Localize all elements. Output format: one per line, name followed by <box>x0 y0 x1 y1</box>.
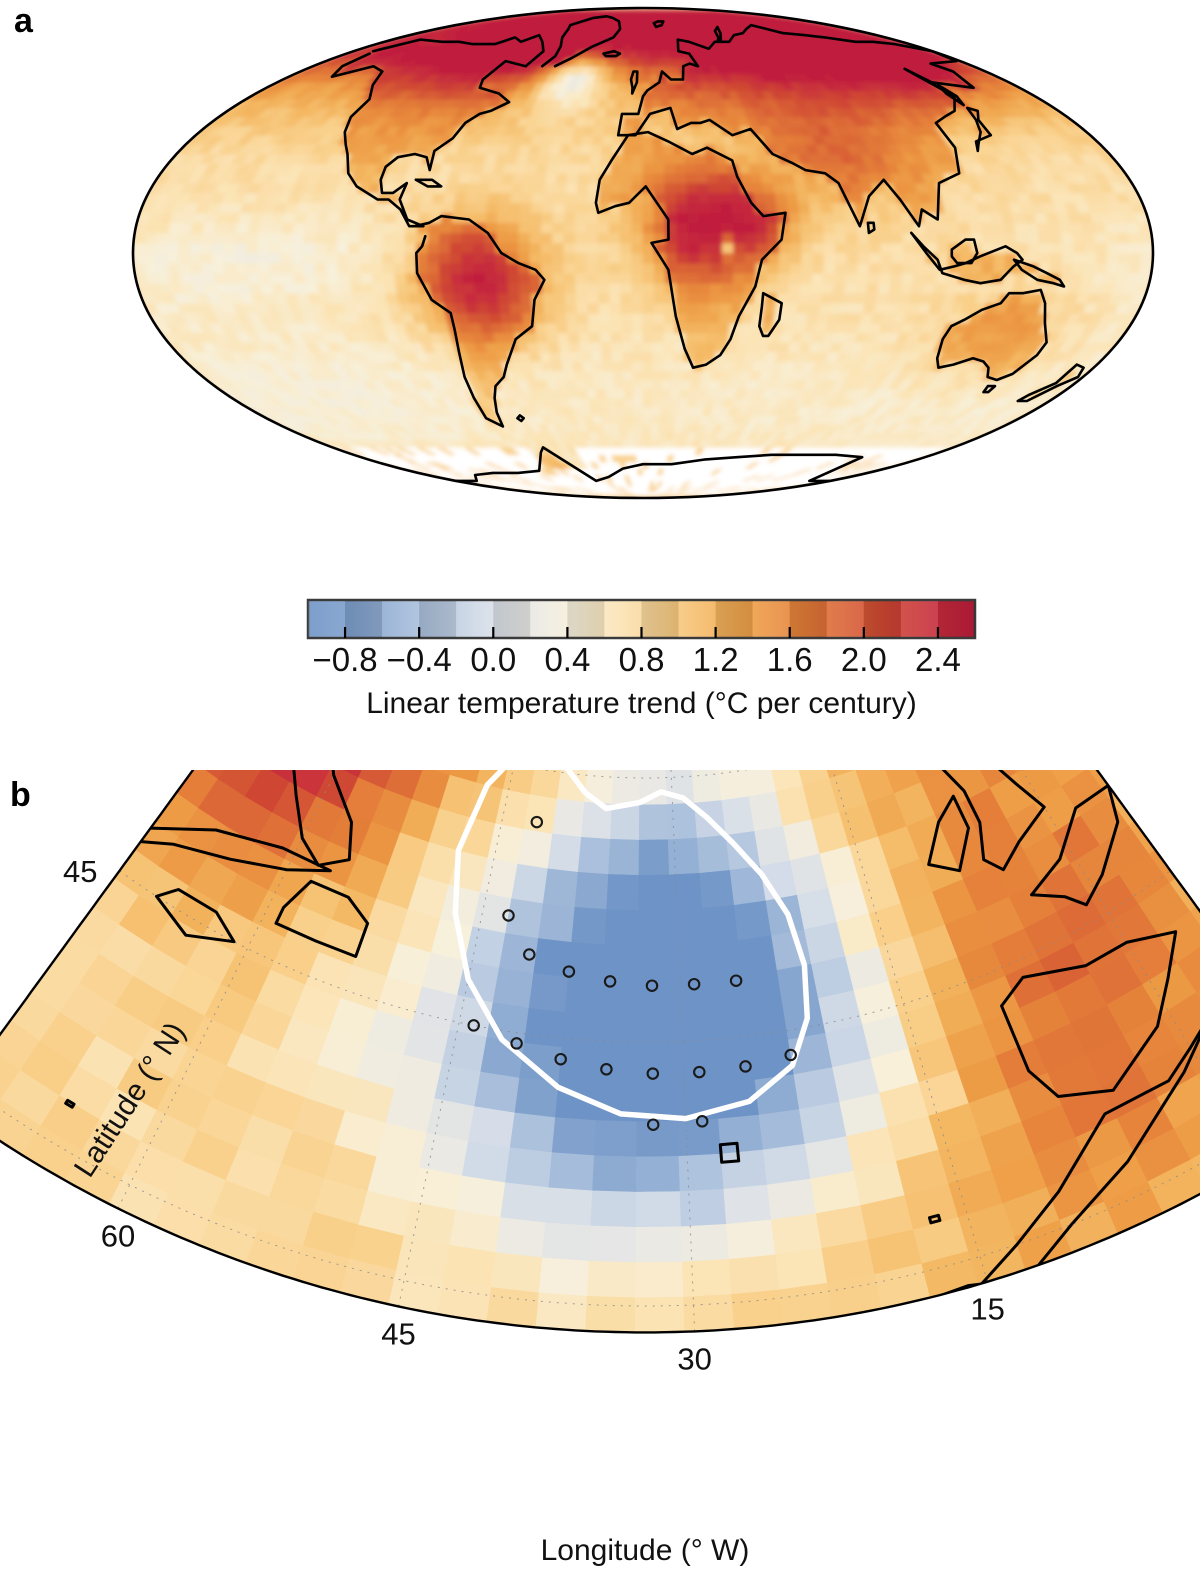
colorbar-block: −0.8 −0.4 0.0 0.4 0.8 1.2 1.6 2.0 2.4 Linear temp… <box>0 575 1200 735</box>
stipple-marker <box>695 1115 709 1128</box>
stipple-marker <box>784 1048 797 1062</box>
colorbar-tick-label: 0.0 <box>470 641 516 678</box>
x-axis-title: Longitude (° W) <box>541 1534 750 1567</box>
temperature-grid <box>133 10 1153 496</box>
stipple-marker <box>693 1065 706 1079</box>
latitude-tick-label: 45 <box>63 854 97 889</box>
longitude-axis: 604530150 <box>101 1218 1005 1376</box>
stipple-marker <box>510 1037 523 1050</box>
stipple-marker <box>530 815 544 829</box>
stipple-marker <box>687 977 701 991</box>
stipple-marker <box>646 1067 660 1080</box>
colorbar-tick-label: −0.8 <box>312 641 377 678</box>
colorbar-tick-label: 0.8 <box>619 641 665 678</box>
stipple-marker <box>467 1019 480 1032</box>
stipple-marker <box>502 909 515 922</box>
north-atlantic-trend-map: 604530604530150Longitude (° W)Latitude (… <box>0 770 1200 1567</box>
panel-a-global-map <box>0 0 1200 540</box>
stipple-marker <box>523 948 536 961</box>
stipple-marker <box>603 975 617 988</box>
colorbar-tick-label: 1.6 <box>767 641 813 678</box>
global-trend-map <box>131 6 1155 500</box>
colorbar-bands <box>308 601 975 637</box>
longitude-tick-label: 60 <box>101 1218 135 1253</box>
temperature-grid <box>0 770 1200 1333</box>
map-outline <box>131 6 1155 500</box>
stipple-marker <box>646 1118 660 1131</box>
panel-a-label: a <box>14 2 33 40</box>
longitude-tick-label: 30 <box>677 1341 711 1376</box>
stipple-marker <box>554 1052 567 1066</box>
stipple-marker <box>600 1063 613 1076</box>
coastlines <box>330 15 1085 483</box>
longitude-tick-label: 45 <box>381 1316 415 1351</box>
colorbar-tick-label: 0.4 <box>544 641 590 678</box>
colorbar: −0.8 −0.4 0.0 0.4 0.8 1.2 1.6 2.0 2.4 Linear temp… <box>306 598 977 720</box>
graticule <box>0 770 1200 1332</box>
stipple-marker <box>645 979 659 992</box>
longitude-tick-label: 15 <box>970 1292 1004 1327</box>
colorbar-tick-label: 1.2 <box>693 641 739 678</box>
colorbar-tick-label: −0.4 <box>387 641 452 678</box>
stipple-marker <box>562 965 576 978</box>
cold-blob-contour <box>452 770 811 1122</box>
panel-b-label: b <box>10 776 31 814</box>
colorbar-tick-label: 2.4 <box>915 641 961 678</box>
stipple-marker <box>739 1060 752 1073</box>
panel-b-regional-map: 604530604530150Longitude (° W)Latitude (… <box>0 770 1200 1578</box>
significance-stippling <box>467 815 797 1131</box>
colorbar-tick-label: 2.0 <box>841 641 887 678</box>
stipple-marker <box>729 974 743 987</box>
colorbar-title: Linear temperature trend (°C per century… <box>366 687 917 720</box>
colorbar-ticks: −0.8 −0.4 0.0 0.4 0.8 1.2 1.6 2.0 2.4 <box>312 627 961 678</box>
